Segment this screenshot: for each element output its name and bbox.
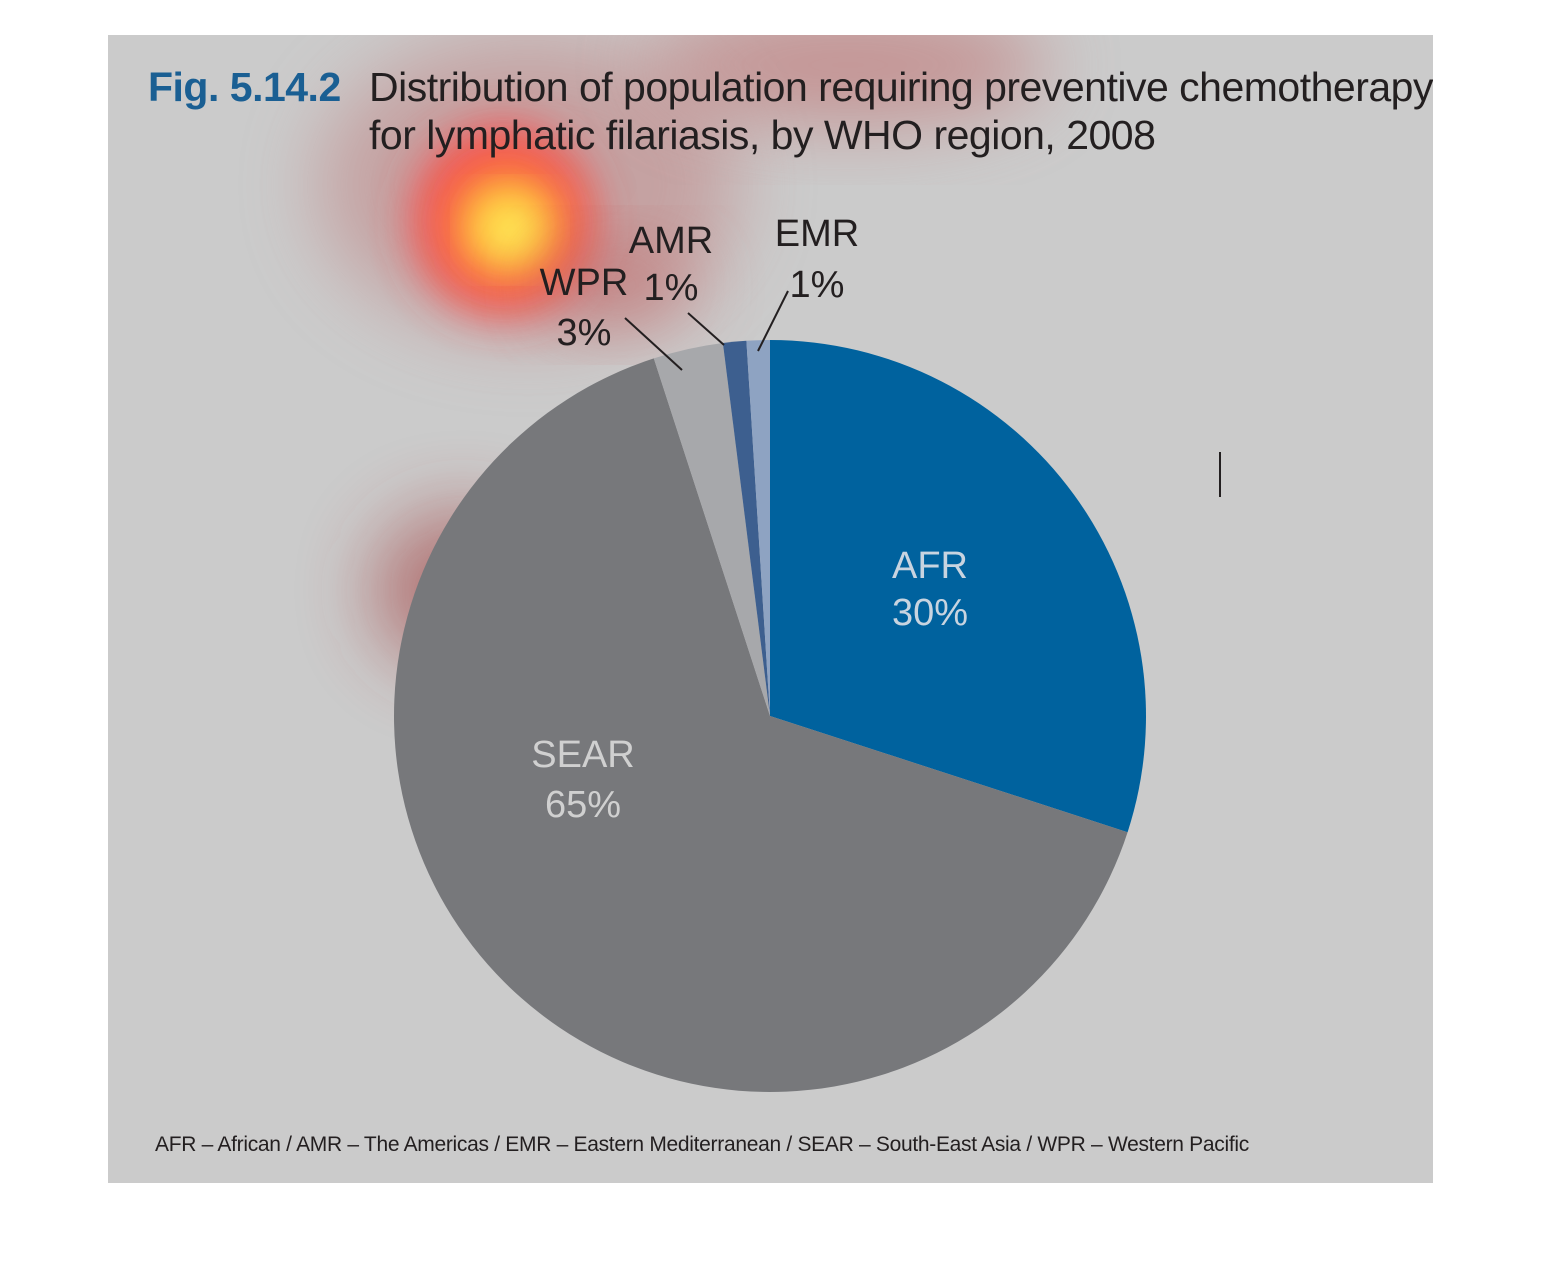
- slice-label-sear: SEAR: [531, 734, 634, 776]
- figure-title: Fig. 5.14.2 Distribution of population re…: [148, 63, 1433, 159]
- slice-value-sear: 65%: [545, 784, 621, 826]
- slice-label-amr: AMR: [629, 220, 713, 262]
- slice-value-afr: 30%: [892, 592, 968, 634]
- title-line-2: for lymphatic filariasis, by WHO region,…: [369, 112, 1156, 158]
- pie-slice-afr: [770, 340, 1146, 833]
- slice-label-wpr: WPR: [540, 262, 629, 304]
- pie-slice-sear: [393, 358, 1128, 1093]
- slice-value-emr: 1%: [790, 264, 845, 306]
- figure-number: Fig. 5.14.2: [148, 64, 341, 110]
- pie-slice-wpr: [653, 342, 770, 716]
- leader-line-amr: [687, 312, 725, 346]
- region-legend-footnote: AFR – African / AMR – The Americas / EMR…: [155, 1133, 1249, 1156]
- slice-label-afr: AFR: [892, 545, 968, 587]
- slice-value-wpr: 3%: [557, 312, 612, 354]
- slice-label-emr: EMR: [775, 213, 859, 255]
- leader-lines: [624, 290, 789, 371]
- figure-panel: AFR 30% SEAR 65% WPR 3% AMR 1% EMR 1% Fig. 5.14.2…: [108, 35, 1433, 1183]
- slice-value-amr: 1%: [644, 267, 699, 309]
- pie-slice-emr: [746, 340, 770, 716]
- title-line-1: Distribution of population requiring pre…: [369, 64, 1433, 110]
- pie-slice-amr: [722, 340, 770, 716]
- pie-slices: [393, 340, 1146, 1093]
- leader-line-emr: [757, 290, 789, 352]
- pie-chart: AFR 30% SEAR 65% WPR 3% AMR 1% EMR 1%: [393, 213, 1221, 1093]
- slice-labels: AFR 30% SEAR 65% WPR 3% AMR 1% EMR 1%: [531, 213, 968, 826]
- leader-line-wpr: [624, 317, 683, 371]
